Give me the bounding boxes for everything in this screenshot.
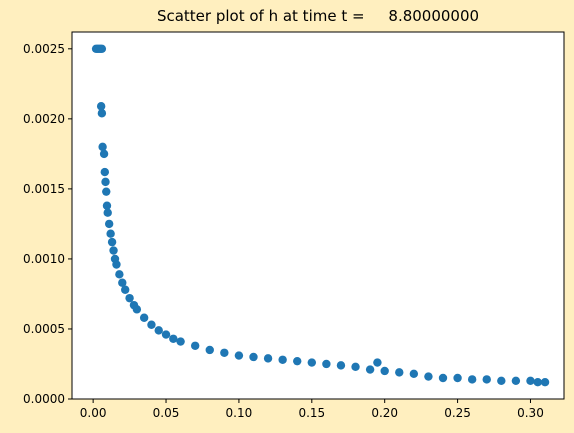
data-point — [102, 201, 112, 210]
data-point — [307, 358, 317, 367]
x-tick-label: 0.20 — [371, 406, 398, 420]
y-tick-label: 0.0020 — [23, 112, 65, 126]
y-tick-label: 0.0005 — [23, 322, 65, 336]
data-point — [263, 354, 273, 363]
data-points — [91, 44, 550, 387]
data-point — [100, 167, 110, 177]
data-point — [373, 358, 382, 367]
data-point — [234, 351, 244, 360]
data-point — [395, 368, 404, 377]
data-point — [526, 376, 535, 385]
data-point — [482, 375, 491, 384]
data-point — [249, 352, 258, 362]
data-point — [540, 377, 550, 387]
data-point — [104, 219, 114, 229]
y-axis-ticks: 0.0000 0.0005 0.0010 0.0015 0.0020 0.0025 — [23, 42, 72, 406]
data-point — [147, 320, 156, 329]
data-point — [96, 102, 106, 111]
data-point — [467, 375, 477, 384]
data-point — [220, 348, 229, 357]
data-point — [205, 345, 214, 355]
data-point — [351, 362, 360, 371]
data-point — [278, 355, 287, 364]
data-point — [154, 326, 163, 335]
data-point — [132, 305, 142, 314]
x-tick-label: 0.30 — [517, 406, 544, 420]
data-point — [511, 376, 521, 385]
data-point — [365, 365, 375, 374]
data-point — [101, 177, 110, 187]
data-point — [102, 187, 111, 196]
chart-title: Scatter plot of h at time t = 8.80000000 — [156, 7, 480, 25]
data-point — [293, 356, 302, 366]
data-point — [106, 229, 115, 238]
x-tick-label: 0.10 — [226, 406, 253, 420]
y-tick-label: 0.0015 — [23, 182, 65, 196]
data-point — [115, 270, 124, 279]
data-point — [409, 369, 419, 378]
data-point — [98, 142, 107, 152]
data-point — [139, 313, 149, 322]
data-point — [121, 285, 130, 294]
x-axis-ticks: 0.00 0.05 0.10 0.15 0.20 0.25 0.30 — [80, 399, 544, 420]
y-tick-label: 0.0010 — [23, 252, 65, 266]
data-point — [176, 337, 185, 346]
data-point — [424, 372, 433, 381]
data-point — [190, 341, 200, 350]
y-tick-label: 0.0025 — [23, 42, 65, 56]
x-tick-label: 0.25 — [444, 406, 471, 420]
data-point — [322, 359, 331, 369]
data-point — [453, 373, 462, 383]
data-point — [118, 278, 127, 287]
data-point — [169, 334, 178, 343]
data-point — [336, 361, 346, 370]
data-point — [109, 246, 118, 255]
data-point — [438, 373, 448, 383]
axes-background — [72, 32, 564, 399]
data-point — [112, 260, 121, 269]
data-point — [107, 237, 117, 247]
data-point — [125, 293, 134, 303]
data-point — [497, 376, 506, 385]
data-point — [99, 149, 109, 159]
axes-frame — [71, 31, 565, 400]
data-point — [97, 44, 107, 54]
data-point — [533, 377, 542, 387]
y-tick-label: 0.0000 — [23, 392, 65, 406]
x-tick-label: 0.00 — [80, 406, 107, 420]
data-point — [380, 366, 389, 376]
data-point — [103, 208, 112, 217]
x-tick-label: 0.05 — [153, 406, 180, 420]
x-tick-label: 0.15 — [298, 406, 325, 420]
data-point — [97, 109, 107, 118]
data-point — [161, 330, 171, 339]
